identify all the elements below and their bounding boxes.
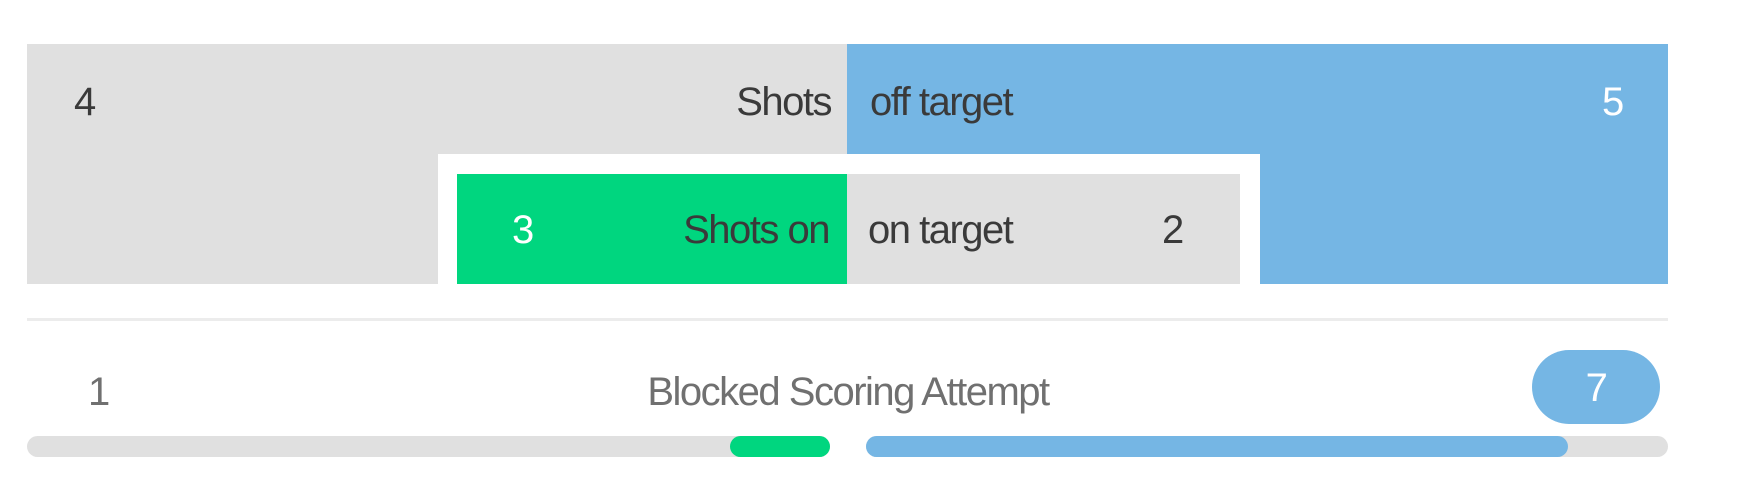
blocked-label: Blocked Scoring Attempt [647, 370, 1050, 414]
blocked-home-bar-track [27, 436, 830, 457]
blocked-away-bar-track [866, 436, 1668, 457]
divider [27, 318, 1668, 321]
on-target-away-area [847, 174, 1240, 284]
on-target-label-left: Shots on [683, 208, 830, 252]
blocked-home-bar-fill [729, 436, 830, 457]
on-target-away-value: 2 [1162, 208, 1184, 252]
on-target-label-right: on target [868, 208, 1014, 252]
blocked-away-badge: 7 [1532, 350, 1660, 424]
off-target-home-value: 4 [74, 80, 96, 124]
blocked-away-value: 7 [1585, 366, 1608, 410]
on-target-home-value: 3 [512, 208, 534, 252]
off-target-label-right: off target [870, 80, 1014, 124]
off-target-label-left: Shots [736, 80, 832, 124]
blocked-away-bar-fill [866, 436, 1568, 457]
on-target-home-area [457, 174, 847, 284]
blocked-home-value: 1 [88, 370, 110, 414]
off-target-away-value: 5 [1602, 80, 1624, 124]
